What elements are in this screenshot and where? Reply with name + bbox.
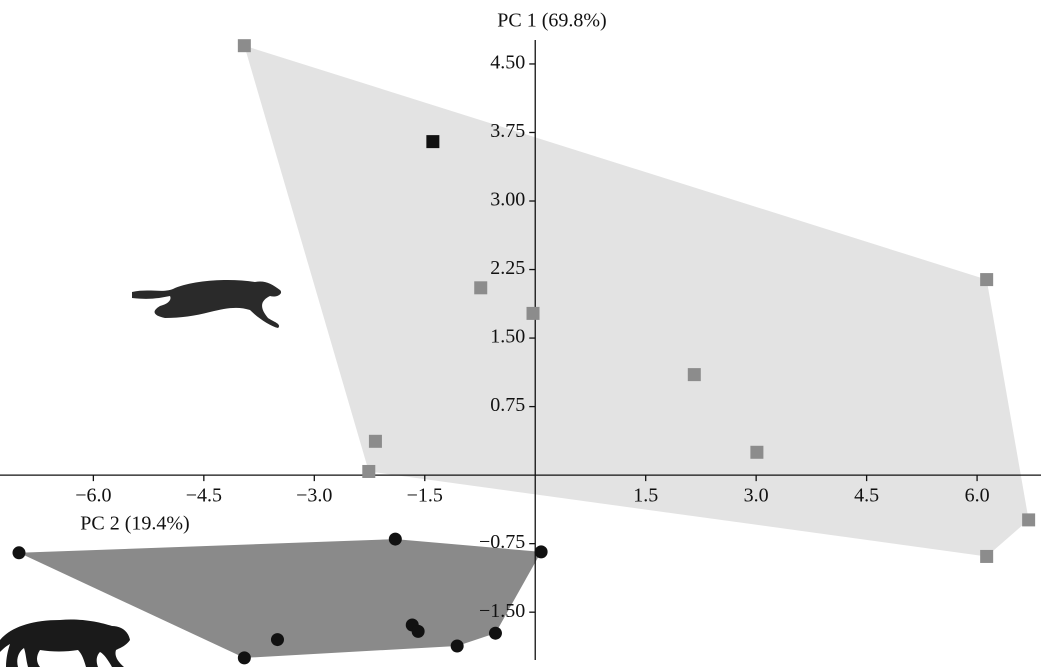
puma-silhouette <box>0 619 130 667</box>
y-tick-label: 0.75 <box>490 394 525 416</box>
point <box>238 39 251 52</box>
x-tick-label: −3.0 <box>296 485 332 507</box>
y-tick-label: 3.00 <box>490 189 525 211</box>
x-tick-label: 6.0 <box>965 485 990 507</box>
y-axis-label: PC 2 (19.4%) <box>80 513 189 535</box>
point <box>750 446 763 459</box>
y-tick-label: 3.75 <box>490 120 525 142</box>
point <box>271 633 284 646</box>
x-tick-label: 1.5 <box>633 485 658 507</box>
y-tick-label: −1.50 <box>479 600 525 622</box>
point <box>238 651 251 664</box>
point <box>980 550 993 563</box>
x-tick-label: 3.0 <box>744 485 769 507</box>
point <box>474 281 487 294</box>
y-tick-label: 2.25 <box>490 257 525 279</box>
x-tick-label: 4.5 <box>854 485 879 507</box>
page: {"chart_data": { "type": "scatter", "x_l… <box>0 0 1041 667</box>
group-hull <box>244 46 1028 557</box>
point <box>412 625 425 638</box>
y-tick-label: 4.50 <box>490 52 525 74</box>
point <box>389 533 402 546</box>
x-tick-label: −1.5 <box>407 485 443 507</box>
point <box>12 546 25 559</box>
point <box>489 627 502 640</box>
y-tick-label: 1.50 <box>490 326 525 348</box>
cheetah-silhouette <box>132 280 281 328</box>
point <box>527 307 540 320</box>
point <box>980 273 993 286</box>
x-axis-label: PC 1 (69.8%) <box>497 10 606 32</box>
point <box>362 465 375 478</box>
x-tick-label: −4.5 <box>186 485 222 507</box>
point <box>426 135 439 148</box>
y-tick-label: −0.75 <box>479 531 525 553</box>
point <box>451 639 464 652</box>
x-tick-label: −6.0 <box>75 485 111 507</box>
point <box>688 368 701 381</box>
point <box>369 435 382 448</box>
chart: −6.0 −4.5 −3.0 −1.5 1.5 3.0 4.5 6.0 −1.50 −0.75 0.… <box>0 0 1041 667</box>
point <box>535 545 548 558</box>
point <box>1022 513 1035 526</box>
